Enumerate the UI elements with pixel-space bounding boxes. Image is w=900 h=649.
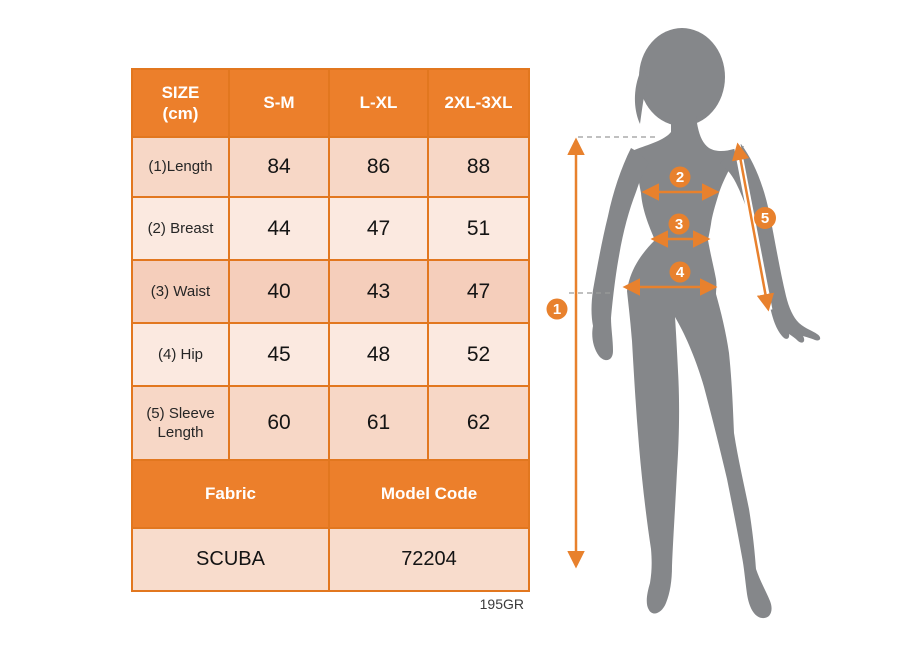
model-code-value: 72204 xyxy=(328,527,530,592)
marker-2-circle xyxy=(669,166,691,188)
silhouette-right-arm xyxy=(720,144,821,343)
size-unit-header: SIZE (cm) xyxy=(131,68,230,138)
marker-2-label: 2 xyxy=(676,169,684,186)
marker-3-label: 3 xyxy=(675,216,683,233)
model-code-header: Model Code xyxy=(328,459,530,529)
marker-5-circle xyxy=(754,207,776,229)
table-row-sleeve: (5) Sleeve Length 60 61 62 xyxy=(131,385,530,461)
table-footer-header-row: Fabric Model Code xyxy=(131,459,530,529)
sleeve-value-2xl: 62 xyxy=(427,385,530,461)
size-header-line2: (cm) xyxy=(162,104,199,123)
hip-value-lxl: 48 xyxy=(328,322,429,387)
fabric-value: SCUBA xyxy=(131,527,330,592)
row-label-breast: (2) Breast xyxy=(131,196,230,261)
hip-value-sm: 45 xyxy=(228,322,330,387)
breast-value-2xl: 51 xyxy=(427,196,530,261)
table-row-waist: (3) Waist 40 43 47 xyxy=(131,259,530,324)
table-footer-value-row: SCUBA 72204 xyxy=(131,527,530,592)
marker-5-label: 5 xyxy=(761,210,769,227)
table-header-row: SIZE (cm) S-M L-XL 2XL-3XL xyxy=(131,68,530,138)
silhouette-hair-strand xyxy=(634,68,648,124)
row-label-waist: (3) Waist xyxy=(131,259,230,324)
size-header-line1: SIZE xyxy=(161,82,200,102)
silhouette-head xyxy=(639,28,725,126)
marker-4-label: 4 xyxy=(676,264,685,281)
measurement-figure: 1 2 3 4 5 xyxy=(545,20,865,632)
row-label-sleeve: (5) Sleeve Length xyxy=(131,385,230,461)
row-label-hip: (4) Hip xyxy=(131,322,230,387)
sleeve-value-sm: 60 xyxy=(228,385,330,461)
table-row-length: (1)Length 84 86 88 xyxy=(131,136,530,198)
silhouette-left-arm xyxy=(591,148,649,361)
table-row-breast: (2) Breast 44 47 51 xyxy=(131,196,530,261)
length-value-lxl: 86 xyxy=(328,136,429,198)
female-silhouette xyxy=(591,28,821,619)
marker-3-circle xyxy=(668,213,690,235)
size-chart-table: SIZE (cm) S-M L-XL 2XL-3XL (1)Length 84 … xyxy=(131,68,530,592)
measure-marker-5: 5 xyxy=(754,207,776,229)
column-header-s-m: S-M xyxy=(228,68,330,138)
breast-value-lxl: 47 xyxy=(328,196,429,261)
weight-note: 195GR xyxy=(479,596,524,612)
breast-value-sm: 44 xyxy=(228,196,330,261)
fabric-header: Fabric xyxy=(131,459,330,529)
measure-marker-1: 1 xyxy=(546,298,568,320)
table-row-hip: (4) Hip 45 48 52 xyxy=(131,322,530,387)
length-value-2xl: 88 xyxy=(427,136,530,198)
body-measurement-diagram: 1 2 3 4 5 xyxy=(546,28,821,619)
marker-1-label: 1 xyxy=(553,301,561,318)
measure-marker-4: 4 xyxy=(669,261,691,283)
hip-value-2xl: 52 xyxy=(427,322,530,387)
column-header-2xl-3xl: 2XL-3XL xyxy=(427,68,530,138)
measure-marker-2: 2 xyxy=(669,166,691,188)
waist-value-sm: 40 xyxy=(228,259,330,324)
length-value-sm: 84 xyxy=(228,136,330,198)
sleeve-value-lxl: 61 xyxy=(328,385,429,461)
measure-marker-3: 3 xyxy=(668,213,690,235)
waist-value-2xl: 47 xyxy=(427,259,530,324)
row-label-length: (1)Length xyxy=(131,136,230,198)
marker-4-circle xyxy=(669,261,691,283)
column-header-l-xl: L-XL xyxy=(328,68,429,138)
sleeve-measure-arrow xyxy=(731,142,775,312)
marker-1-circle xyxy=(546,298,568,320)
waist-value-lxl: 43 xyxy=(328,259,429,324)
